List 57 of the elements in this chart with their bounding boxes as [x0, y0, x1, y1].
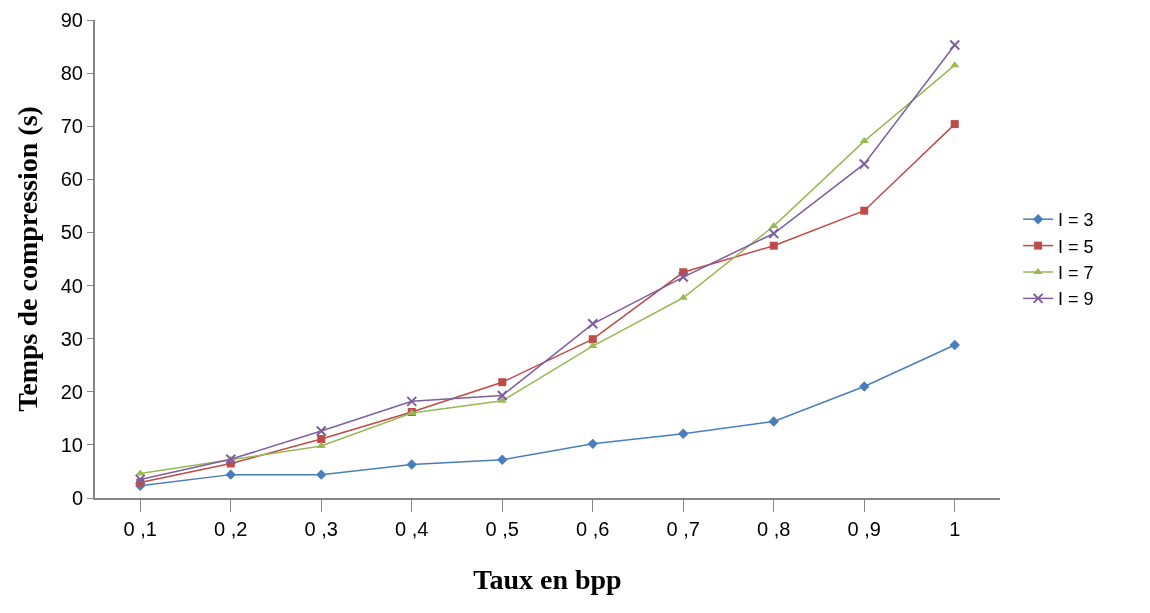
legend-label: I = 5	[1058, 236, 1094, 257]
point	[858, 158, 870, 170]
point	[949, 339, 960, 351]
point	[496, 390, 508, 401]
point	[769, 241, 778, 250]
point	[225, 469, 236, 480]
y-tick-label: 70	[60, 115, 83, 138]
point	[316, 441, 326, 448]
point	[315, 425, 327, 437]
point	[859, 381, 870, 392]
x-tick-label: 0 ,1	[123, 518, 157, 540]
y-tick-label: 90	[60, 9, 83, 31]
y-tick-label: 40	[60, 274, 83, 297]
x-tick-label: 1	[949, 518, 961, 540]
point	[949, 39, 961, 51]
point	[498, 378, 507, 387]
point	[768, 416, 779, 427]
point	[134, 473, 146, 485]
y-tick-label: 30	[60, 327, 83, 350]
point	[406, 395, 418, 407]
x-tick-label: 0 ,4	[395, 518, 429, 540]
y-tick-label: 0	[71, 487, 83, 509]
point	[497, 396, 507, 403]
point	[588, 342, 598, 349]
x-tick-label: 0 ,8	[757, 518, 791, 540]
y-tick-label: 10	[60, 433, 83, 456]
point	[587, 438, 598, 450]
x-tick-label: 0 ,7	[666, 518, 700, 540]
point	[677, 271, 689, 283]
point	[950, 120, 959, 129]
point	[588, 335, 597, 344]
y-axis-title: Temps de compression (s)	[11, 106, 43, 412]
legend-label: I = 7	[1058, 263, 1094, 284]
point	[678, 428, 689, 439]
legend-label: I = 3	[1058, 210, 1094, 231]
point	[406, 459, 417, 470]
point	[497, 454, 508, 465]
point	[587, 318, 599, 330]
y-tick-label: 80	[60, 62, 83, 85]
point	[859, 137, 869, 144]
point	[769, 222, 779, 229]
y-tick-label: 60	[60, 168, 83, 191]
point	[860, 206, 869, 215]
point	[950, 61, 960, 68]
x-tick-label: 0 ,6	[576, 518, 610, 540]
x-tick-label: 0 ,5	[485, 518, 519, 540]
y-tick-label: 20	[60, 380, 83, 403]
x-tick-label: 0 ,3	[304, 518, 338, 540]
point	[678, 293, 688, 300]
x-tick-label: 0 ,9	[847, 518, 881, 540]
legend-label: I = 9	[1058, 289, 1094, 310]
x-tick-label: 0 ,2	[214, 518, 248, 540]
x-axis-title: Taux en bpp	[473, 563, 622, 595]
point	[316, 469, 327, 480]
point	[317, 435, 326, 444]
y-tick-label: 50	[60, 221, 83, 244]
point	[768, 228, 780, 240]
